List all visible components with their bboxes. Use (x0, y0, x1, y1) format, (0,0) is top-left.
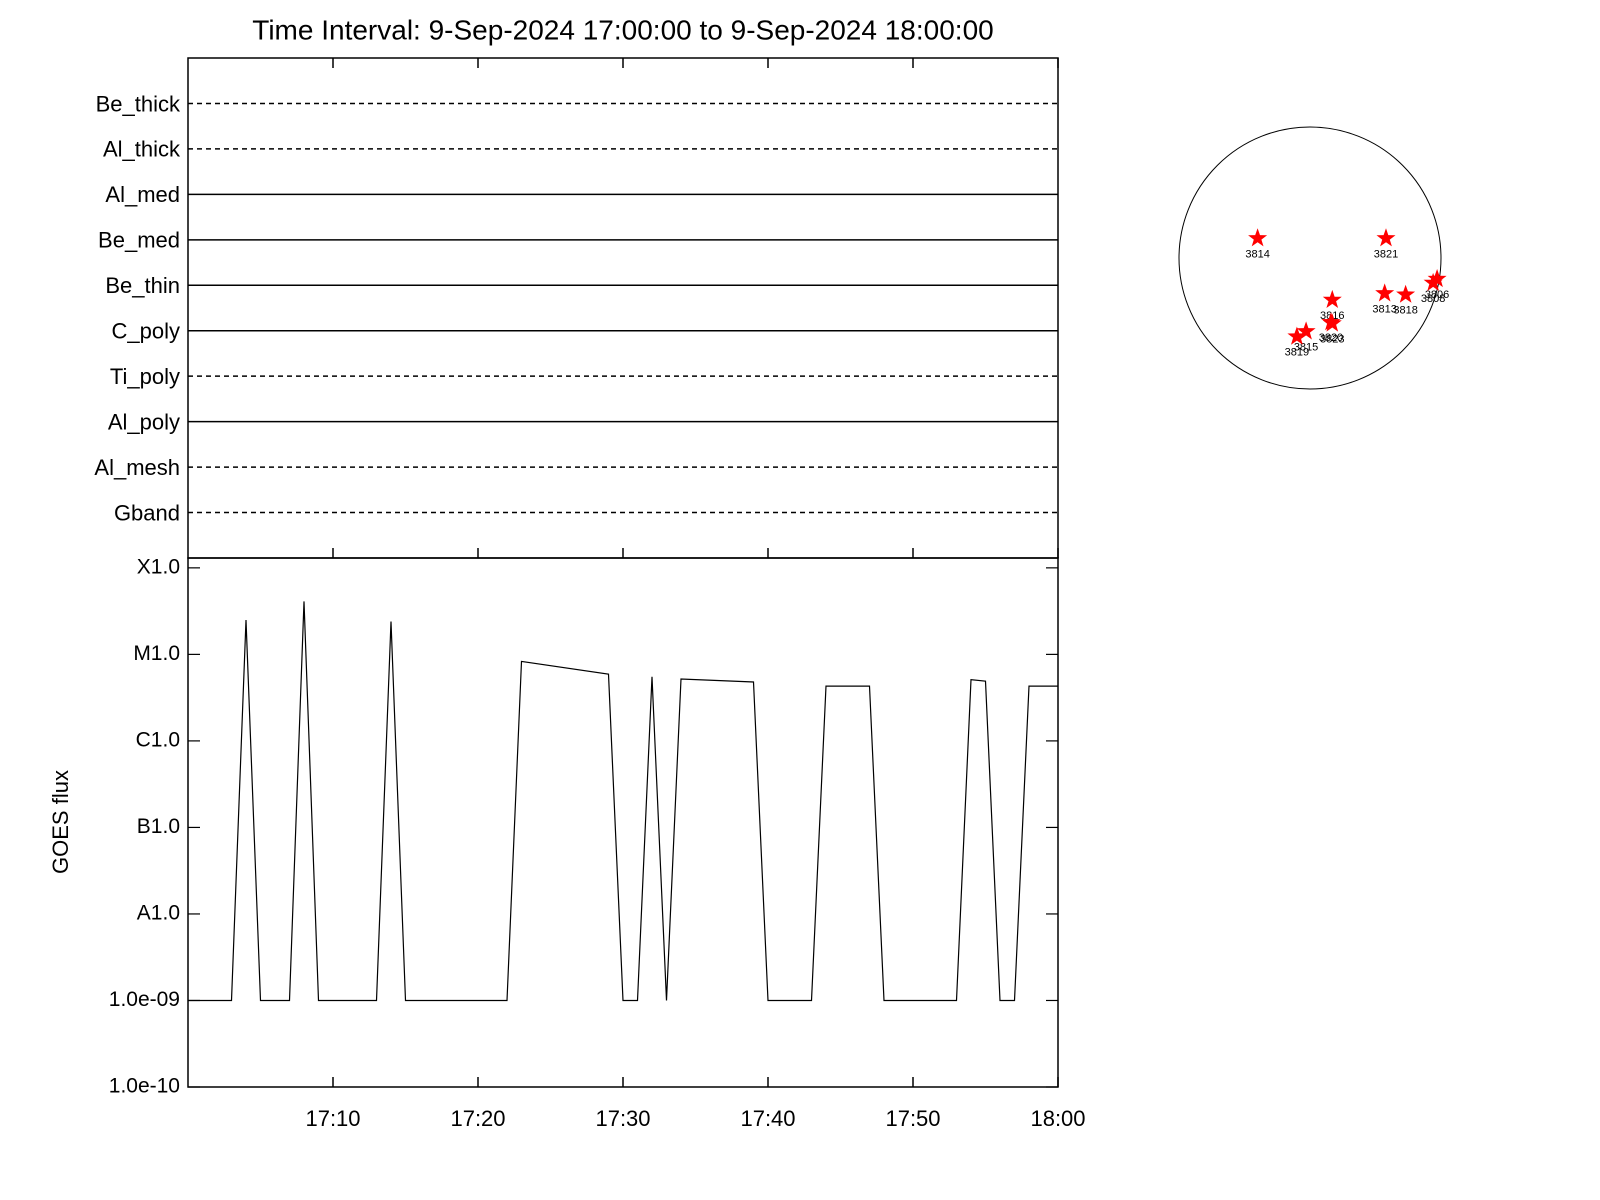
region-star (1296, 321, 1316, 340)
solar-disk (1178, 126, 1442, 390)
goes-flux-line (188, 601, 1058, 1002)
region-star (1248, 228, 1268, 247)
filter-label: Be_med (98, 228, 180, 253)
y-tick-label: B1.0 (137, 815, 180, 838)
region-star (1376, 228, 1396, 247)
region-label: 3815 (1294, 341, 1318, 353)
region-label: 3819 (1285, 347, 1309, 359)
filter-label: Be_thick (96, 91, 181, 116)
x-tick-label: 18:00 (1030, 1106, 1085, 1131)
region-star (1427, 269, 1447, 288)
filter-label: Ti_poly (110, 364, 180, 389)
y-axis-label: GOES flux (48, 770, 73, 874)
x-tick-label: 17:50 (885, 1106, 940, 1131)
region-label: 3806 (1425, 289, 1449, 301)
chart-title: Time Interval: 9-Sep-2024 17:00:00 to 9-… (252, 14, 993, 45)
region-star (1287, 326, 1307, 345)
region-label: 3808 (1421, 293, 1445, 305)
region-star (1423, 272, 1443, 291)
filter-label: Al_med (105, 182, 180, 207)
y-tick-label: 1.0e-09 (109, 988, 180, 1011)
region-label: 3821 (1374, 248, 1398, 260)
y-tick-label: 1.0e-10 (109, 1075, 180, 1098)
region-star (1396, 284, 1416, 303)
region-star (1322, 313, 1342, 332)
region-label: 3823 (1320, 333, 1344, 345)
region-star (1375, 283, 1395, 302)
filter-panel (187, 57, 1059, 559)
region-label: 3813 (1372, 303, 1396, 315)
filter-label: Gband (114, 500, 180, 525)
x-tick-label: 17:20 (450, 1106, 505, 1131)
region-label: 3820 (1319, 332, 1343, 344)
region-label: 3818 (1393, 305, 1417, 317)
x-tick-label: 17:40 (740, 1106, 795, 1131)
y-tick-label: A1.0 (137, 901, 180, 924)
filter-label: Be_thin (105, 273, 180, 298)
x-tick-label: 17:10 (305, 1106, 360, 1131)
region-star (1322, 289, 1342, 308)
y-tick-label: M1.0 (133, 642, 180, 665)
filter-label: C_poly (112, 319, 180, 344)
y-tick-label: C1.0 (136, 728, 180, 751)
y-tick-label: X1.0 (137, 555, 180, 578)
filter-label: Al_poly (108, 409, 180, 434)
x-tick-label: 17:30 (595, 1106, 650, 1131)
filter-label: Al_mesh (94, 455, 180, 480)
filter-label: Al_thick (103, 137, 181, 162)
region-label: 3814 (1245, 248, 1269, 260)
goes-panel (187, 557, 1059, 1088)
